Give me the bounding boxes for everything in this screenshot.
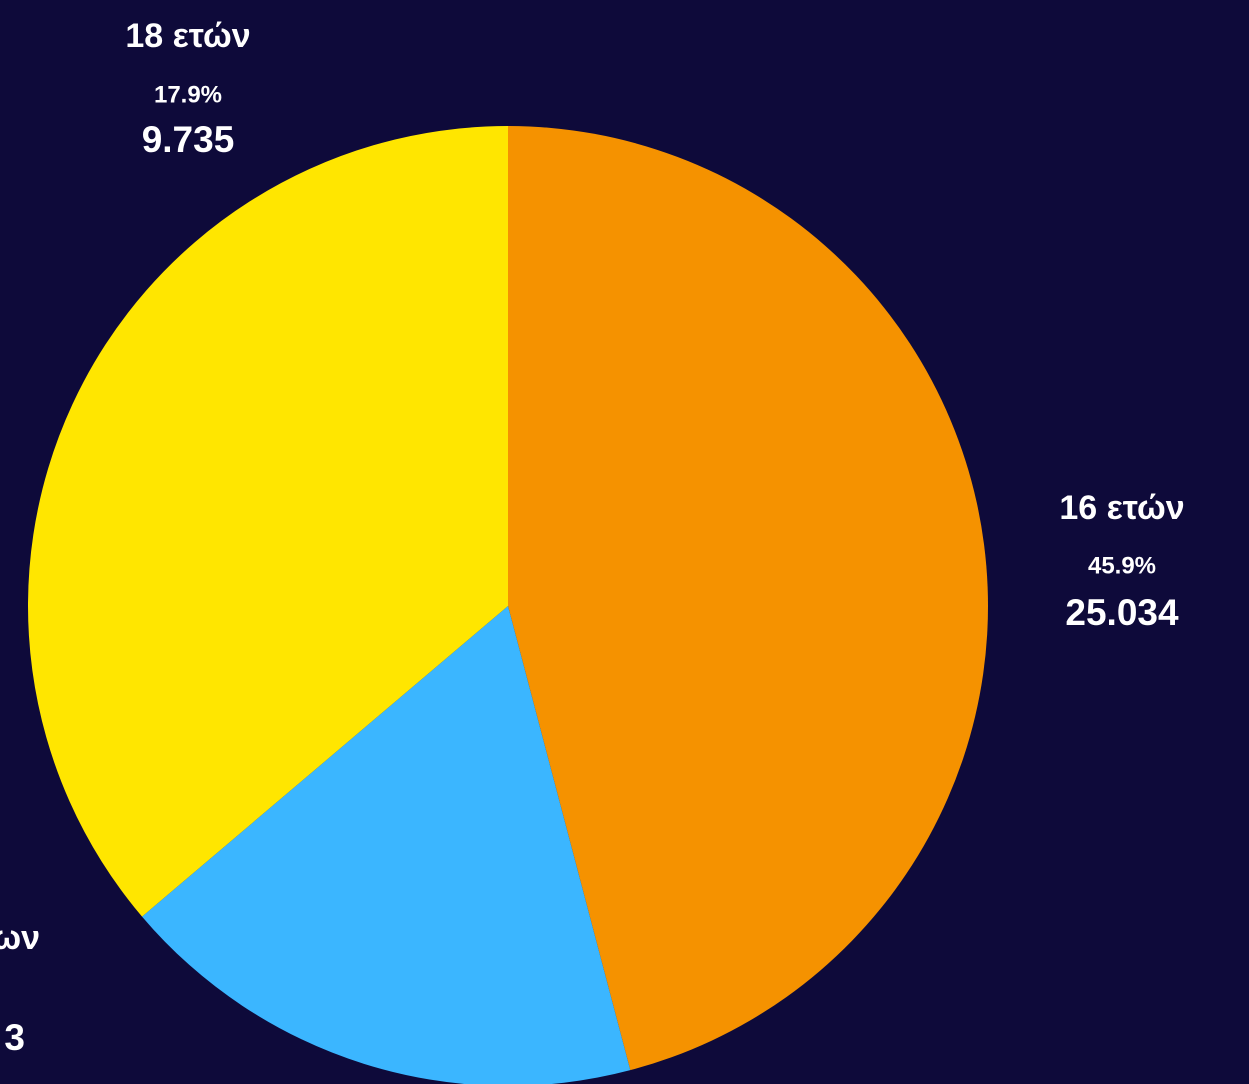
slice-label: 18 ετών xyxy=(125,17,250,55)
pie-slice xyxy=(142,606,631,1084)
count-label: 9.735 xyxy=(142,119,235,160)
percent-label: 45.9% xyxy=(1088,552,1156,579)
percent-label: 17.9% xyxy=(154,81,222,108)
count-label: 25.034 xyxy=(1065,592,1179,633)
slice-label: 16 ετών xyxy=(1059,489,1184,527)
pie-slice xyxy=(27,126,508,917)
pie-slice xyxy=(508,126,989,1071)
slice-label: ων xyxy=(0,919,40,957)
count-label: 3 xyxy=(4,1017,25,1058)
